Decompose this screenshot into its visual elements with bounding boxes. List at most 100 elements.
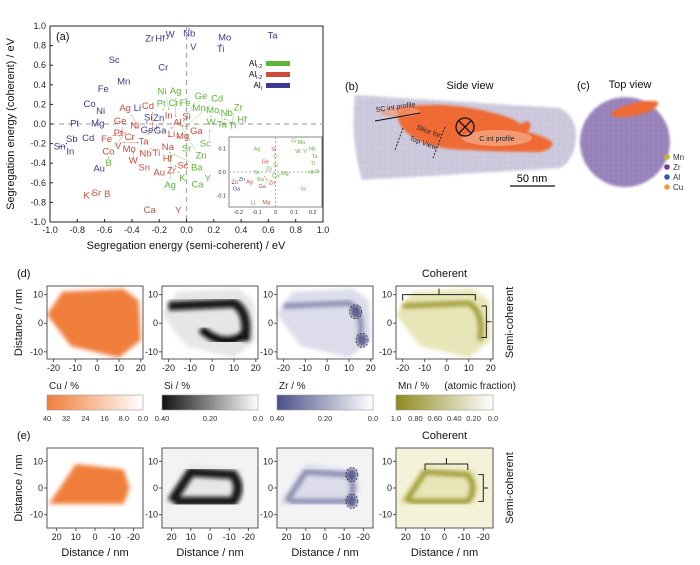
data-point-Co: Co: [84, 99, 96, 110]
x-axis-label: Distance / nm: [61, 547, 128, 559]
legend-label-Cu: Cu: [673, 183, 683, 192]
data-point-Mo: Mo: [206, 105, 219, 116]
inset-y-tick-label: 0.0: [218, 170, 226, 176]
y-tick-label: 0.4: [33, 80, 46, 90]
data-point-Ni: Ni: [130, 120, 139, 131]
colorbar-tick-label: 0.0: [368, 414, 378, 423]
y-tick-label: -10: [260, 347, 273, 357]
x-tick-label: 20: [136, 363, 146, 373]
data-point-Na: Na: [162, 142, 175, 153]
data-point-Al: Al: [173, 118, 181, 129]
y-tick-label: 0: [153, 318, 158, 328]
data-point-Ba: Ba: [191, 162, 203, 173]
inset-point-Mg: Mg: [262, 200, 270, 206]
y-tick-label: 0: [38, 483, 43, 493]
colorbar-tick-label: 16: [100, 414, 108, 423]
x-tick-label: -20: [277, 363, 290, 373]
data-point-Ge: Ge: [114, 116, 127, 127]
colorbar-tick-label: 0.40: [155, 414, 170, 423]
semi-coherent-label: Semi-coherent: [504, 452, 516, 524]
colorbar-tick-label: 40: [43, 414, 51, 423]
data-point-Sc: Sc: [200, 139, 211, 150]
data-point-Cd: Cd: [142, 101, 154, 112]
y-tick-label: 0.8: [33, 41, 46, 51]
y-tick-label: -1.0: [30, 217, 46, 227]
data-point-B: B: [106, 158, 112, 169]
data-point-Nb: Nb: [183, 28, 195, 39]
legend-label: AlI-2: [249, 59, 262, 70]
colorbar-tick-label: 0.20: [466, 414, 481, 423]
x-tick-label: 0.8: [289, 225, 302, 235]
legend-dot-Cu: [664, 184, 670, 190]
y-tick-label: -0.2: [30, 139, 46, 149]
legend-subscript: I: [261, 86, 262, 92]
x-tick-label: -10: [457, 532, 470, 542]
zr-cluster: [347, 495, 357, 507]
inset-point-Ag: Ag: [246, 179, 253, 185]
data-point-Cr: Cr: [169, 98, 179, 109]
data-point-Hf: Hf: [237, 115, 247, 126]
x-tick-label: -10: [108, 532, 121, 542]
y-axis-label: Distance / nm: [13, 289, 25, 356]
x-tick-label: 10: [301, 532, 311, 542]
data-point-Hf: Hf: [163, 154, 173, 165]
colorbar-tick-label: 0.80: [408, 414, 423, 423]
zr-cluster: [347, 469, 357, 481]
colorbar-tick-label: 0.0: [253, 414, 263, 423]
inset-point-Zn: Zn: [239, 177, 245, 183]
y-tick-label: -10: [379, 347, 392, 357]
legend-label-Al: Al: [673, 173, 680, 182]
x-tick-label: -20: [162, 363, 175, 373]
semi-coherent-label: Semi-coherent: [504, 287, 516, 359]
y-tick-label: 0: [38, 318, 43, 328]
colorbar-label: Si / %: [164, 381, 190, 392]
x-tick-label: 20: [282, 532, 292, 542]
panel-label-e: (e): [17, 430, 30, 442]
x-tick-label: -10: [338, 532, 351, 542]
data-point-Ta: Ta: [139, 137, 150, 148]
x-tick-label: -10: [223, 532, 236, 542]
data-point-Zn: Zn: [153, 113, 164, 124]
x-tick-label: -20: [396, 363, 409, 373]
data-point-Au: Au: [153, 168, 165, 179]
data-point-Ni: Ni: [158, 87, 167, 98]
y-tick-label: 10: [148, 290, 158, 300]
data-point-Mg: Mg: [176, 131, 189, 142]
data-point-Ag: Ag: [164, 180, 176, 191]
coherent-label: Coherent: [422, 268, 467, 280]
x-tick-label: 0.6: [262, 225, 275, 235]
colorbar-gradient: [277, 395, 373, 410]
y-axis-label: Segregation energy (coherent) / eV: [5, 37, 17, 209]
x-tick-label: 20: [52, 532, 62, 542]
zr-cluster: [351, 306, 361, 318]
data-point-Sc: Sc: [109, 55, 120, 66]
x-tick-label: 0: [210, 363, 215, 373]
y-tick-label: 10: [382, 456, 392, 466]
x-tick-label: -0.4: [124, 225, 140, 235]
x-tick-label: 10: [229, 363, 239, 373]
colorbar-tick-label: 0.20: [318, 414, 333, 423]
data-point-Zr: Zr: [145, 33, 154, 44]
colorbar-tick-label: 0.60: [427, 414, 442, 423]
inset-point-Ca: Ca: [272, 174, 280, 180]
x-tick-label: -10: [299, 363, 312, 373]
y-tick-label: -10: [30, 510, 43, 520]
x-tick-label: 10: [420, 532, 430, 542]
x-tick-label: 10: [464, 363, 474, 373]
legend-dot-Al: [664, 174, 670, 180]
legend-label: AlI: [253, 81, 262, 92]
data-point-Sn: Sn: [138, 163, 150, 174]
legend-swatch: [266, 61, 290, 66]
inset-point-W: W: [295, 149, 301, 155]
colorbar-tick-label: 0.0: [138, 414, 148, 423]
data-point-Au: Au: [93, 164, 105, 175]
colorbar-tick-label: 0.40: [270, 414, 285, 423]
top-view-title: Top view: [609, 79, 652, 91]
